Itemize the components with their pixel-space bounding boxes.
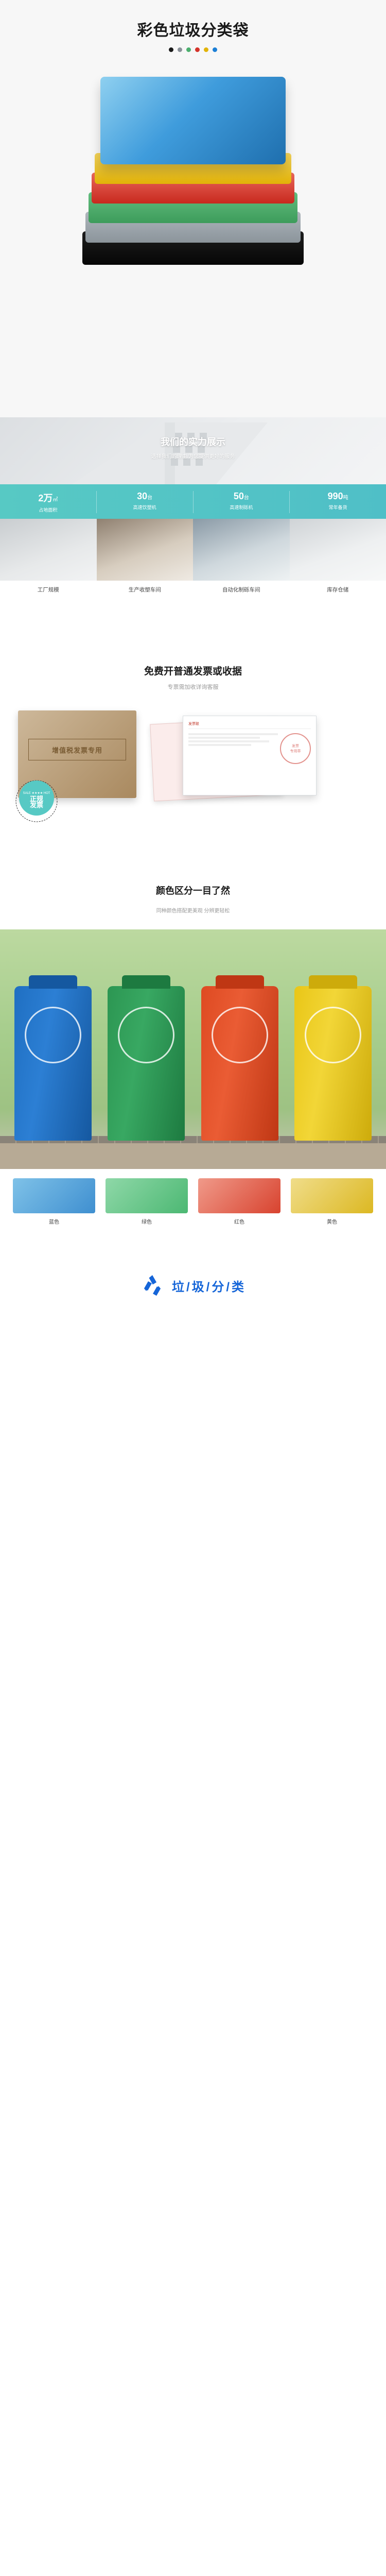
svg-text:发票: 发票 xyxy=(29,801,43,809)
svg-text:SALE ★★★★ HOT: SALE ★★★★ HOT xyxy=(23,791,50,795)
